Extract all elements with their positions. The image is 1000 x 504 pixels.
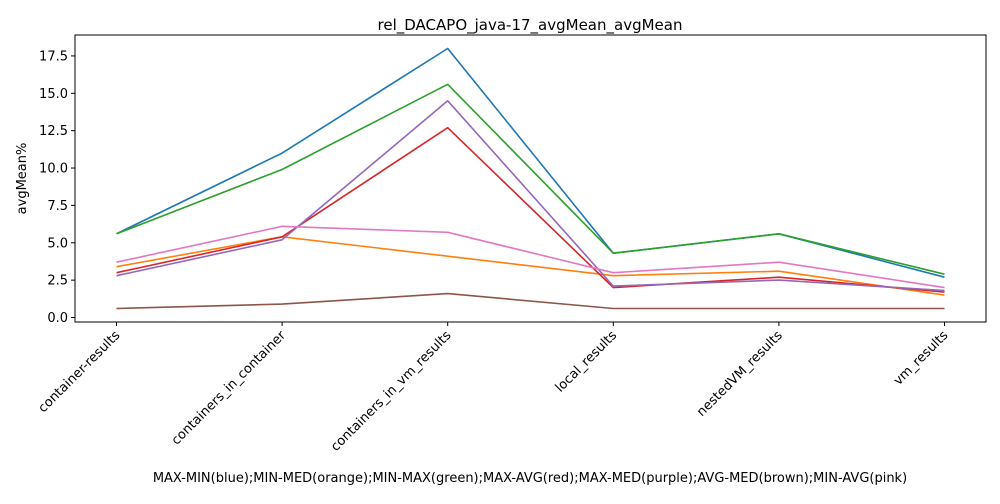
y-tick-label: 17.5 <box>39 49 68 64</box>
y-tick-label: 0.0 <box>47 311 68 326</box>
series-line-6 <box>116 225 945 289</box>
y-axis-label: avgMean% <box>15 143 30 215</box>
series-line-4 <box>116 100 945 292</box>
y-tick-label: 7.5 <box>47 199 68 214</box>
series-line-3 <box>116 126 945 293</box>
x-tick-label: nestedVM_results <box>694 328 786 420</box>
y-tick-label: 15.0 <box>39 87 68 102</box>
series-layer <box>116 47 945 310</box>
series-line-1 <box>116 236 945 296</box>
x-tick-label: vm_results <box>891 328 952 389</box>
plot-frame <box>74 34 987 323</box>
y-tick-label: 12.5 <box>39 124 68 139</box>
x-tick-label: containers_in_container <box>169 328 290 449</box>
axes-layer: 0.0 2.5 5.0 7.5 10.0 12.5 15.0 17.5 container-re… <box>36 49 952 454</box>
series-line-2 <box>116 83 945 275</box>
x-tick-label: local_results <box>553 328 621 396</box>
series-line-5 <box>116 292 945 310</box>
y-tick-label: 5.0 <box>47 236 68 251</box>
x-axis-label: MAX-MIN(blue);MIN-MED(orange);MIN-MAX(gr… <box>153 471 907 486</box>
series-line-0 <box>116 47 945 278</box>
x-tick-label: container-results <box>36 328 124 416</box>
chart-title: rel_DACAPO_java-17_avgMean_avgMean <box>378 16 683 35</box>
y-tick-label: 10.0 <box>39 162 68 177</box>
y-tick-label: 2.5 <box>47 274 68 289</box>
x-tick-label: containers_in_vm_results <box>328 328 454 454</box>
